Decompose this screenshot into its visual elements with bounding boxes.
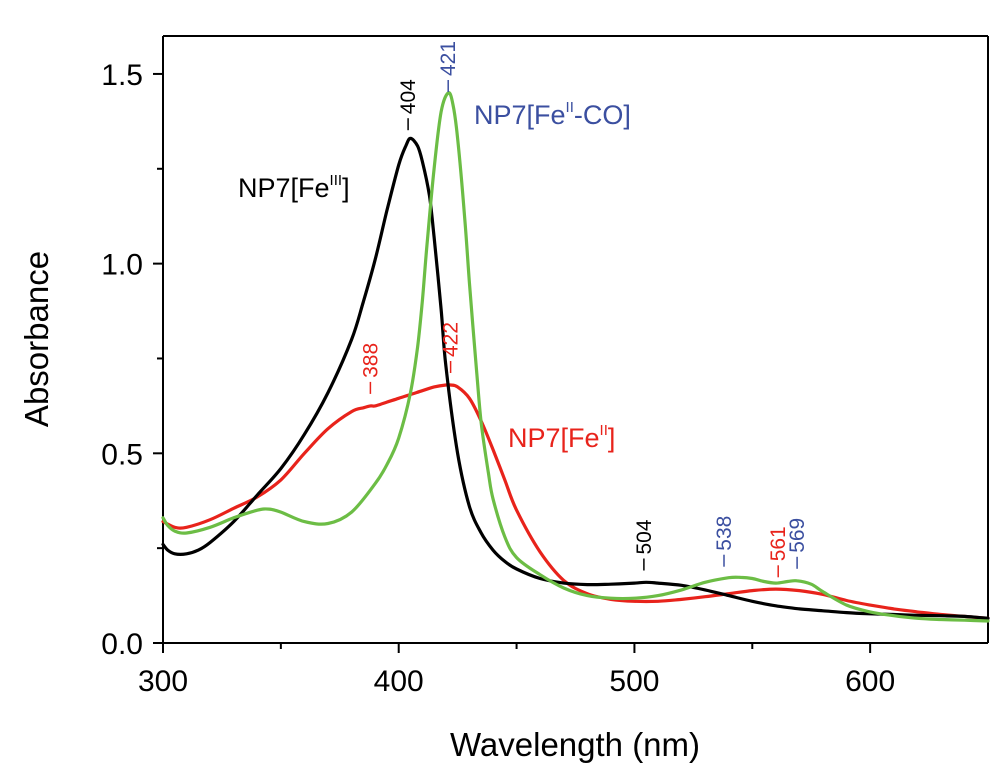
x-tick-label: 500 (609, 665, 659, 698)
spectrum-curves (161, 91, 990, 623)
peak-label-group: 569 (786, 518, 809, 569)
peak-label-group: 561 (767, 526, 790, 578)
peak-label: 538 (713, 516, 736, 551)
x-axis-title: Wavelength (nm) (450, 726, 700, 763)
curve-fe3 (161, 136, 990, 620)
series-label-fe3-base: NP7[Fe (238, 173, 330, 203)
series-label-fe2-tail: ] (608, 423, 616, 453)
peak-label-group: 538 (713, 516, 736, 567)
y-tick-label: 1.0 (101, 249, 143, 282)
peak-label: 504 (633, 519, 656, 554)
series-label-fe3-sup: III (330, 172, 343, 189)
curve-fe2 (161, 383, 990, 620)
peak-label: 404 (397, 79, 420, 114)
series-label-fe3: NP7[FeIII] (238, 172, 350, 203)
y-tick-label: 0.5 (101, 438, 143, 471)
y-axis-title: Absorbance (18, 251, 55, 427)
peak-label: 388 (359, 343, 382, 378)
peak-label-group: 388 (359, 343, 382, 394)
series-label-fe2-base: NP7[Fe (508, 423, 600, 453)
curve-feco (161, 91, 990, 623)
x-tick-label: 600 (845, 665, 895, 698)
peak-label: 421 (437, 41, 460, 76)
series-label-feco-sup: II (566, 99, 574, 116)
y-tick-label: 1.5 (101, 59, 143, 92)
x-tick-label: 400 (374, 665, 424, 698)
axis-ticks: 300 400 500 600 0.0 0.5 1.0 1.5 (101, 59, 895, 698)
peak-label: 422 (440, 322, 463, 357)
peak-label-group: 504 (633, 519, 656, 571)
y-tick-label: 0.0 (101, 628, 143, 661)
peak-label-group: 404 (397, 79, 420, 131)
x-tick-label: 300 (138, 665, 188, 698)
series-label-fe3-tail: ] (342, 173, 350, 203)
peak-label-group: 421 (437, 41, 460, 92)
series-label-fe2: NP7[FeII] (508, 422, 615, 453)
series-label-feco-base: NP7[Fe (474, 100, 566, 130)
peak-label-group: 422 (440, 322, 463, 373)
peak-label: 561 (767, 526, 790, 561)
series-label-fe2-sup: II (600, 422, 608, 439)
series-label-feco: NP7[FeII-CO] (474, 99, 631, 130)
peak-label: 569 (786, 518, 809, 553)
series-label-feco-tail: -CO] (574, 100, 631, 130)
